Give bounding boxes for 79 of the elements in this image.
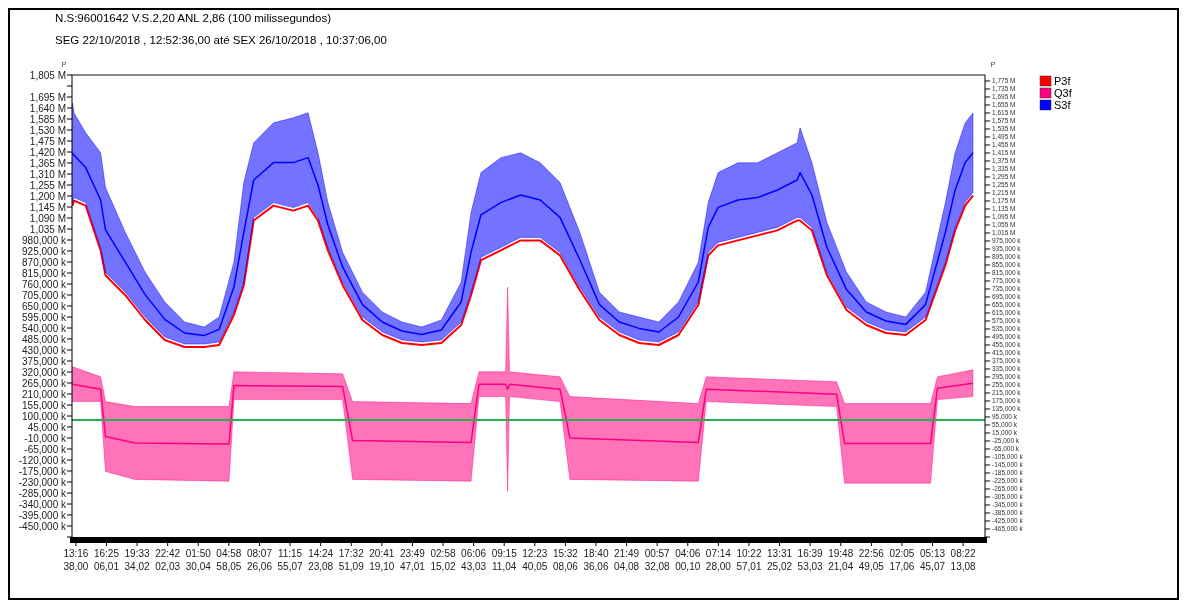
x-tick-label: 13:31 25,02: [767, 548, 793, 572]
legend-label: S3f: [1054, 99, 1072, 111]
y-tick-label: 925,000 k: [22, 245, 67, 257]
y-tick-label: -340,000 k: [18, 498, 67, 510]
y-tick-label: 1,420 M: [29, 146, 66, 158]
x-tick-label: 16:25 06,01: [93, 548, 120, 572]
x-tick-label: 21:49 04,08: [614, 548, 640, 572]
x-tick-label: 15:32 08,06: [552, 548, 579, 572]
x-tick-label: 22:56 49,05: [858, 548, 885, 572]
y-tick-label: 815,000 k: [22, 267, 67, 279]
x-tick-label: 16:39 53,03: [797, 548, 824, 572]
y-tick-label: 1,640 M: [29, 102, 66, 114]
y-tick-label: -395,000 k: [18, 509, 67, 521]
x-tick-label: 08:07 26,06: [246, 548, 273, 572]
y-tick-label: -285,000 k: [18, 487, 67, 499]
x-tick-label: 14:24 23,08: [308, 548, 334, 572]
y-tick-label: 1,310 M: [29, 168, 66, 180]
x-tick-label: 20:41 19,10: [369, 548, 395, 572]
y-tick-label: 155,000 k: [22, 399, 67, 411]
y-tick-label: 1,475 M: [29, 135, 66, 147]
x-tick-label: 00:57 32,08: [644, 548, 671, 572]
x-tick-label: 10:22 57,01: [736, 548, 762, 572]
x-tick-label: 12:23 40,05: [522, 548, 548, 572]
line-series: [72, 194, 974, 348]
y-tick-label: 1,530 M: [29, 124, 66, 136]
y-tick-label: 100,000 k: [22, 410, 67, 422]
y-tick-label: 1,255 M: [29, 179, 66, 191]
y-tick-label: 595,000 k: [22, 311, 67, 323]
y-tick-label: 980,000 k: [22, 234, 67, 246]
legend-label: P3f: [1054, 75, 1072, 87]
x-tick-label: 08:22 13,08: [950, 548, 977, 572]
x-tick-label: 04:58 58,05: [216, 548, 242, 572]
x-tick-label: 19:33 34,02: [124, 548, 151, 572]
y-tick-label: -175,000 k: [18, 465, 67, 477]
y-tick-label: 650,000 k: [22, 300, 67, 312]
x-tick-label: 02:58 15,02: [430, 548, 456, 572]
chart-title: N.S:96001642 V.S.2,20 ANL 2,86 (100 milissegundos): [55, 12, 332, 24]
y-tick-label: 210,000 k: [22, 388, 67, 400]
x-tick-label: 23:49 47,01: [399, 548, 426, 572]
y-tick-label: 265,000 k: [22, 377, 67, 389]
y-tick-label: 485,000 k: [22, 333, 67, 345]
x-tick-label: 17:32 51,09: [338, 548, 365, 572]
y-tick-label: 45,000 k: [27, 421, 67, 433]
y-tick-label: -65,000 k: [24, 443, 67, 455]
y-tick-label: 705,000 k: [22, 289, 67, 301]
y-tick-label: 1,585 M: [29, 113, 66, 125]
y-tick-label: -230,000 k: [18, 476, 67, 488]
x-tick-label: 04:06 00,10: [675, 548, 701, 572]
y-tick-label: -120,000 k: [18, 454, 67, 466]
x-tick-label: 11:15 55,07: [277, 548, 303, 572]
x-tick-label: 18:40 36,06: [583, 548, 609, 572]
x-tick-label: 13:16 38,00: [63, 548, 89, 572]
y-tick-label: 1,365 M: [29, 157, 66, 169]
x-tick-label: 19:48 21,04: [828, 548, 854, 572]
x-tick-label: 22:42 02,03: [155, 548, 181, 572]
y-tick-label: 760,000 k: [22, 278, 67, 290]
y-tick-label: 320,000 k: [22, 366, 67, 378]
y-tick-label: 375,000 k: [22, 355, 67, 367]
line-series: [72, 152, 974, 337]
y-tick-label: 1,145 M: [29, 201, 66, 213]
y-tick-label: 1,695 M: [29, 91, 66, 103]
line-series: [72, 382, 974, 445]
y-tick-label: 1,035 M: [29, 223, 66, 235]
y-tick-label: 540,000 k: [22, 322, 67, 334]
legend-label: Q3f: [1054, 87, 1073, 99]
y-tick-label: 1,805 M: [29, 69, 66, 81]
y-tick-label: -10,000 k: [24, 432, 67, 444]
y-tick-label: 1,090 M: [29, 212, 66, 224]
y-tick-label: 1,200 M: [29, 190, 66, 202]
x-tick-label: 06:06 43,03: [461, 548, 487, 572]
x-tick-label: 02:05 17,06: [889, 548, 915, 572]
chart-subtitle: SEG 22/10/2018 , 12:52:36,00 até SEX 26/10/2018 , 10:37:06,00: [55, 34, 387, 46]
x-tick-label: 05:13 45,07: [920, 548, 946, 572]
y-tick-label: 870,000 k: [22, 256, 67, 268]
x-tick-label: 09:15 11,04: [491, 548, 518, 572]
y-tick-label: -450,000 k: [18, 520, 67, 532]
x-tick-label: 01:50 30,04: [185, 548, 212, 572]
y-tick-label: 430,000 k: [22, 344, 67, 356]
x-tick-label: 07:14 28,00: [705, 548, 732, 572]
